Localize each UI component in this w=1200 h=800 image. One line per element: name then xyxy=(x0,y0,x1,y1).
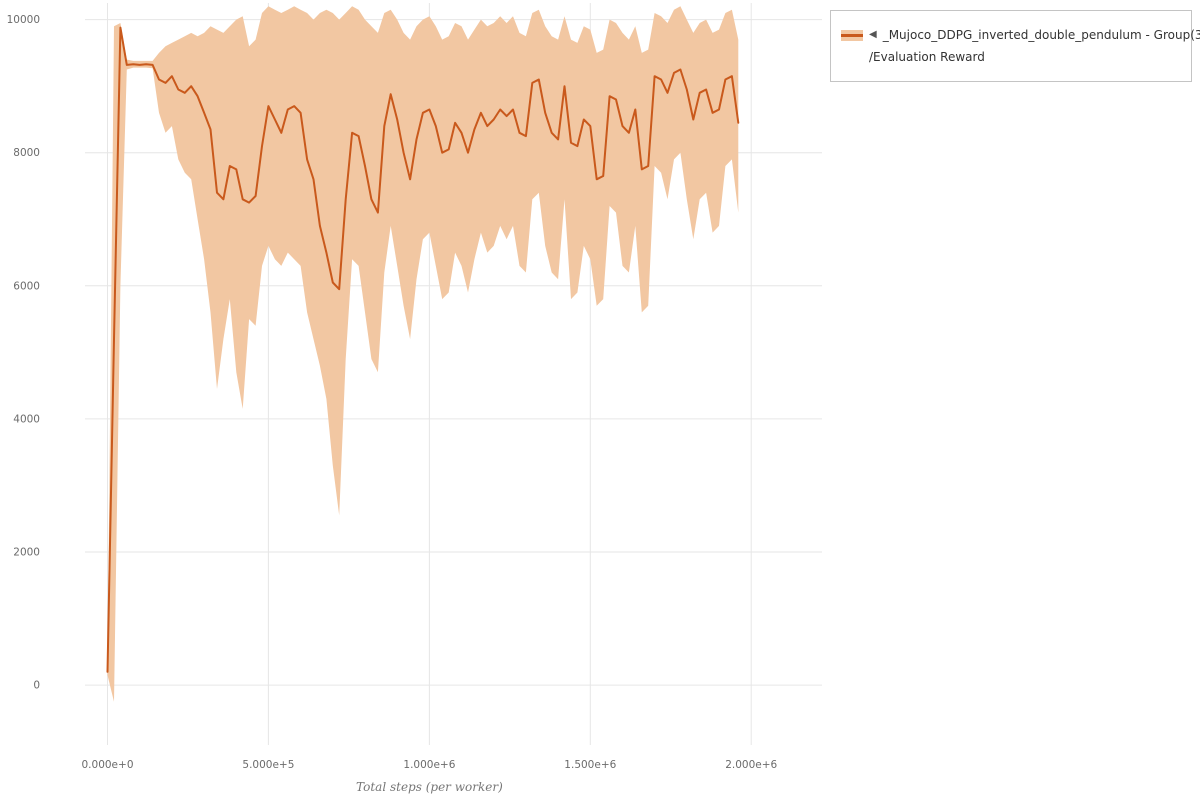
x-tick-label: 1.000e+6 xyxy=(403,759,455,771)
legend-item[interactable]: ◀ _Mujoco_DDPG_inverted_double_pendulum … xyxy=(841,24,1200,68)
x-tick-label: 1.500e+6 xyxy=(564,759,616,771)
legend-series-name: _Mujoco_DDPG_inverted_double_pendulum - … xyxy=(882,28,1200,42)
y-tick-label: 10000 xyxy=(7,14,40,26)
x-tick-label: 2.000e+6 xyxy=(725,759,777,771)
y-tick-label: 0 xyxy=(33,680,40,692)
y-tick-label: 8000 xyxy=(13,147,40,159)
legend-collapse-icon[interactable]: ◀ xyxy=(869,29,877,40)
x-tick-label: 5.000e+5 xyxy=(242,759,294,771)
x-axis-title: Total steps (per worker) xyxy=(356,780,503,794)
y-tick-label: 6000 xyxy=(13,280,40,292)
legend: ◀ _Mujoco_DDPG_inverted_double_pendulum … xyxy=(830,10,1200,82)
legend-swatch-icon xyxy=(841,29,863,41)
y-tick-label: 4000 xyxy=(13,413,40,425)
legend-series-metric: /Evaluation Reward xyxy=(869,50,985,64)
tick-labels: 0 2000 4000 6000 8000 10000 0.000e+0 5.000e+5 1.… xyxy=(7,14,778,771)
confidence-band xyxy=(107,6,739,702)
y-tick-label: 2000 xyxy=(13,547,40,559)
mean-line xyxy=(106,26,740,673)
x-tick-label: 0.000e+0 xyxy=(82,759,134,771)
